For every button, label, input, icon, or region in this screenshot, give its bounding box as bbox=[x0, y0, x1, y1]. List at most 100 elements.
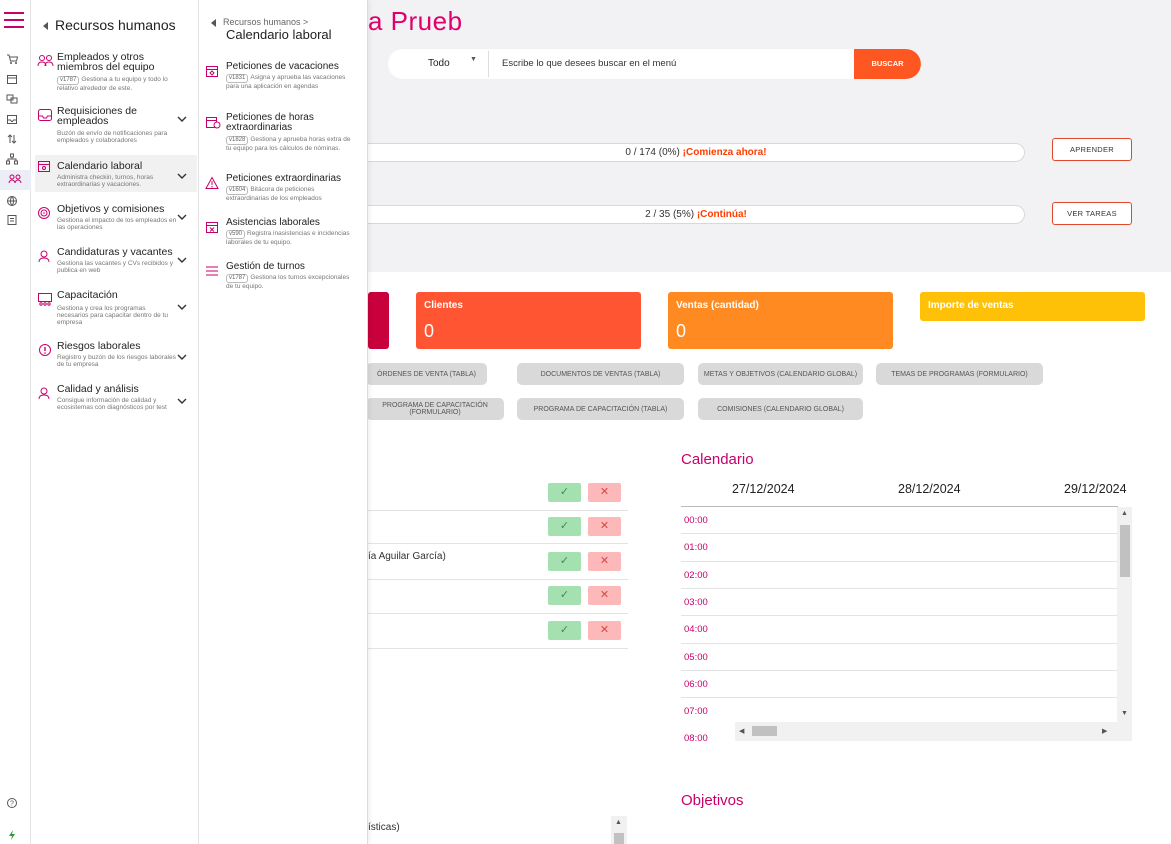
chevron-down-icon[interactable] bbox=[177, 208, 187, 220]
hour-label: 06:00 bbox=[684, 679, 708, 690]
objectives-title: Objetivos bbox=[681, 792, 744, 809]
submenu-item-vacaciones[interactable]: Peticiones de vacaciones v1831 Asigna y a… bbox=[203, 62, 363, 102]
scroll-left-icon[interactable]: ◀ bbox=[739, 728, 745, 735]
chevron-down-icon[interactable] bbox=[177, 348, 187, 360]
shortcut-pill[interactable]: TEMAS DE PROGRAMAS (FORMULARIO) bbox=[876, 363, 1043, 385]
hamburger-menu-icon[interactable] bbox=[4, 12, 24, 28]
training-icon bbox=[37, 292, 55, 310]
shortcut-pill[interactable]: ÓRDENES DE VENTA (TABLA) bbox=[366, 363, 487, 385]
approve-button[interactable]: ✓ bbox=[548, 586, 581, 605]
divider bbox=[488, 51, 489, 77]
approve-button[interactable]: ✓ bbox=[548, 552, 581, 571]
divider bbox=[681, 506, 1118, 507]
divider bbox=[681, 615, 1118, 616]
menu-item-candidaturas[interactable]: Candidaturas y vacantes Gestiona las vac… bbox=[35, 247, 197, 283]
search-scope-select[interactable]: Todo ▼ bbox=[428, 56, 477, 69]
reject-button[interactable]: ✕ bbox=[588, 621, 621, 640]
shortcut-pill[interactable]: DOCUMENTOS DE VENTAS (TABLA) bbox=[517, 363, 684, 385]
reject-button[interactable]: ✕ bbox=[588, 517, 621, 536]
scrollbar-thumb[interactable] bbox=[614, 833, 624, 844]
quality-icon bbox=[37, 386, 55, 404]
hour-label: 04:00 bbox=[684, 624, 708, 635]
stat-card-partial[interactable] bbox=[368, 292, 389, 349]
globe-icon[interactable] bbox=[6, 194, 20, 208]
vacation-calendar-icon bbox=[205, 64, 221, 80]
menu-item-capacitacion[interactable]: Capacitación Gestiona y crea los program… bbox=[35, 290, 197, 332]
shortcut-pill[interactable]: PROGRAMA DE CAPACITACIÓN (FORMULARIO) bbox=[366, 398, 504, 420]
search-bar: Todo ▼ Escribe lo que desees buscar en el… bbox=[388, 49, 921, 79]
back-arrow-icon[interactable] bbox=[43, 22, 48, 31]
breadcrumb[interactable]: Recursos humanos > bbox=[211, 17, 332, 27]
hour-label: 08:00 bbox=[684, 733, 708, 741]
divider bbox=[681, 533, 1118, 534]
inbox-icon[interactable] bbox=[6, 112, 20, 126]
divider bbox=[681, 670, 1118, 671]
search-input[interactable]: Escribe lo que desees buscar en el menú bbox=[502, 58, 677, 69]
scrollbar-thumb[interactable] bbox=[752, 726, 777, 736]
reject-button[interactable]: ✕ bbox=[588, 483, 621, 502]
chat-icon[interactable] bbox=[6, 92, 20, 106]
approve-button[interactable]: ✓ bbox=[548, 483, 581, 502]
reject-button[interactable]: ✕ bbox=[588, 586, 621, 605]
panel-heading[interactable]: Recursos humanos bbox=[43, 17, 176, 33]
chevron-down-icon[interactable] bbox=[177, 298, 187, 310]
back-arrow-icon[interactable] bbox=[211, 18, 216, 27]
panel-title: Calendario laboral bbox=[226, 27, 332, 42]
stat-card-importe[interactable]: Importe de ventas bbox=[920, 292, 1145, 321]
menu-item-riesgos[interactable]: Riesgos laborales Registro y buzón de lo… bbox=[35, 341, 197, 377]
hour-label: 05:00 bbox=[684, 652, 708, 663]
menu-item-objetivos[interactable]: Objetivos y comisiones Gestiona el impac… bbox=[35, 204, 197, 240]
divider bbox=[368, 579, 628, 580]
warning-icon bbox=[205, 176, 221, 192]
menu-item-calendario-laboral[interactable]: Calendario laboral Administra checkin, t… bbox=[35, 155, 197, 192]
submenu-item-asistencias[interactable]: Asistencias laborales v590 Registra inasi… bbox=[203, 218, 363, 253]
chevron-down-icon[interactable] bbox=[177, 110, 187, 122]
horizontal-scrollbar[interactable]: ◀ ▶ bbox=[735, 722, 1132, 741]
stat-card-ventas[interactable]: Ventas (cantidad) 0 bbox=[668, 292, 893, 349]
aprender-button[interactable]: APRENDER bbox=[1052, 138, 1132, 161]
document-icon[interactable] bbox=[6, 213, 20, 227]
chevron-down-icon: ▼ bbox=[470, 56, 477, 63]
ver-tareas-button[interactable]: VER TAREAS bbox=[1052, 202, 1132, 225]
scroll-right-icon[interactable]: ▶ bbox=[1102, 728, 1108, 735]
shortcut-pill[interactable]: COMISIONES (CALENDARIO GLOBAL) bbox=[698, 398, 863, 420]
reject-button[interactable]: ✕ bbox=[588, 552, 621, 571]
calendar-day-header[interactable]: 29/12/2024 bbox=[1064, 482, 1127, 496]
calendar-day-header[interactable]: 27/12/2024 bbox=[732, 482, 795, 496]
divider bbox=[681, 697, 1118, 698]
approve-button[interactable]: ✓ bbox=[548, 621, 581, 640]
search-button[interactable]: BUSCAR bbox=[854, 49, 921, 79]
vertical-scrollbar[interactable]: ▲ bbox=[611, 816, 627, 844]
chevron-down-icon[interactable] bbox=[177, 392, 187, 404]
stat-card-clientes[interactable]: Clientes 0 bbox=[416, 292, 641, 349]
alert-icon bbox=[37, 343, 55, 361]
menu-item-empleados[interactable]: Empleados y otros miembros del equipo v1… bbox=[35, 52, 197, 94]
help-icon[interactable]: ? bbox=[6, 796, 20, 810]
chevron-down-icon[interactable] bbox=[177, 251, 187, 263]
vertical-scrollbar[interactable]: ▲ ▼ bbox=[1117, 507, 1132, 723]
calendar-day-header[interactable]: 28/12/2024 bbox=[898, 482, 961, 496]
calendar-icon[interactable] bbox=[6, 72, 20, 86]
submenu-item-horas-extra[interactable]: Peticiones de horas extraordinarias v182… bbox=[203, 113, 363, 163]
scroll-up-icon[interactable]: ▲ bbox=[615, 819, 622, 826]
scroll-up-icon[interactable]: ▲ bbox=[1121, 510, 1128, 517]
menu-item-calidad[interactable]: Calidad y análisis Consigue información … bbox=[35, 384, 197, 424]
approval-row-text: ía Aguilar García) bbox=[368, 551, 446, 562]
people-icon[interactable] bbox=[0, 170, 31, 190]
dashboard-header bbox=[368, 0, 1171, 272]
submenu-item-peticiones-extraordinarias[interactable]: Peticiones extraordinarias v1604 Bitácora… bbox=[203, 174, 363, 209]
lightning-icon[interactable] bbox=[6, 828, 20, 842]
scroll-down-icon[interactable]: ▼ bbox=[1121, 710, 1128, 717]
shortcut-pill[interactable]: METAS Y OBJETIVOS (CALENDARIO GLOBAL) bbox=[698, 363, 863, 385]
calendar-clock-icon bbox=[205, 115, 221, 131]
calendar-x-icon bbox=[205, 220, 221, 236]
cart-icon[interactable] bbox=[6, 52, 20, 66]
menu-item-requisiciones[interactable]: Requisiciones de empleados Buzón de enví… bbox=[35, 106, 197, 148]
chevron-down-icon[interactable] bbox=[177, 167, 187, 179]
scrollbar-thumb[interactable] bbox=[1120, 525, 1130, 577]
org-chart-icon[interactable] bbox=[6, 152, 20, 166]
shortcut-pill[interactable]: PROGRAMA DE CAPACITACIÓN (TABLA) bbox=[517, 398, 684, 420]
sort-icon[interactable] bbox=[6, 132, 20, 146]
approve-button[interactable]: ✓ bbox=[548, 517, 581, 536]
submenu-item-turnos[interactable]: Gestión de turnos v1787 Gestiona los turn… bbox=[203, 262, 363, 297]
